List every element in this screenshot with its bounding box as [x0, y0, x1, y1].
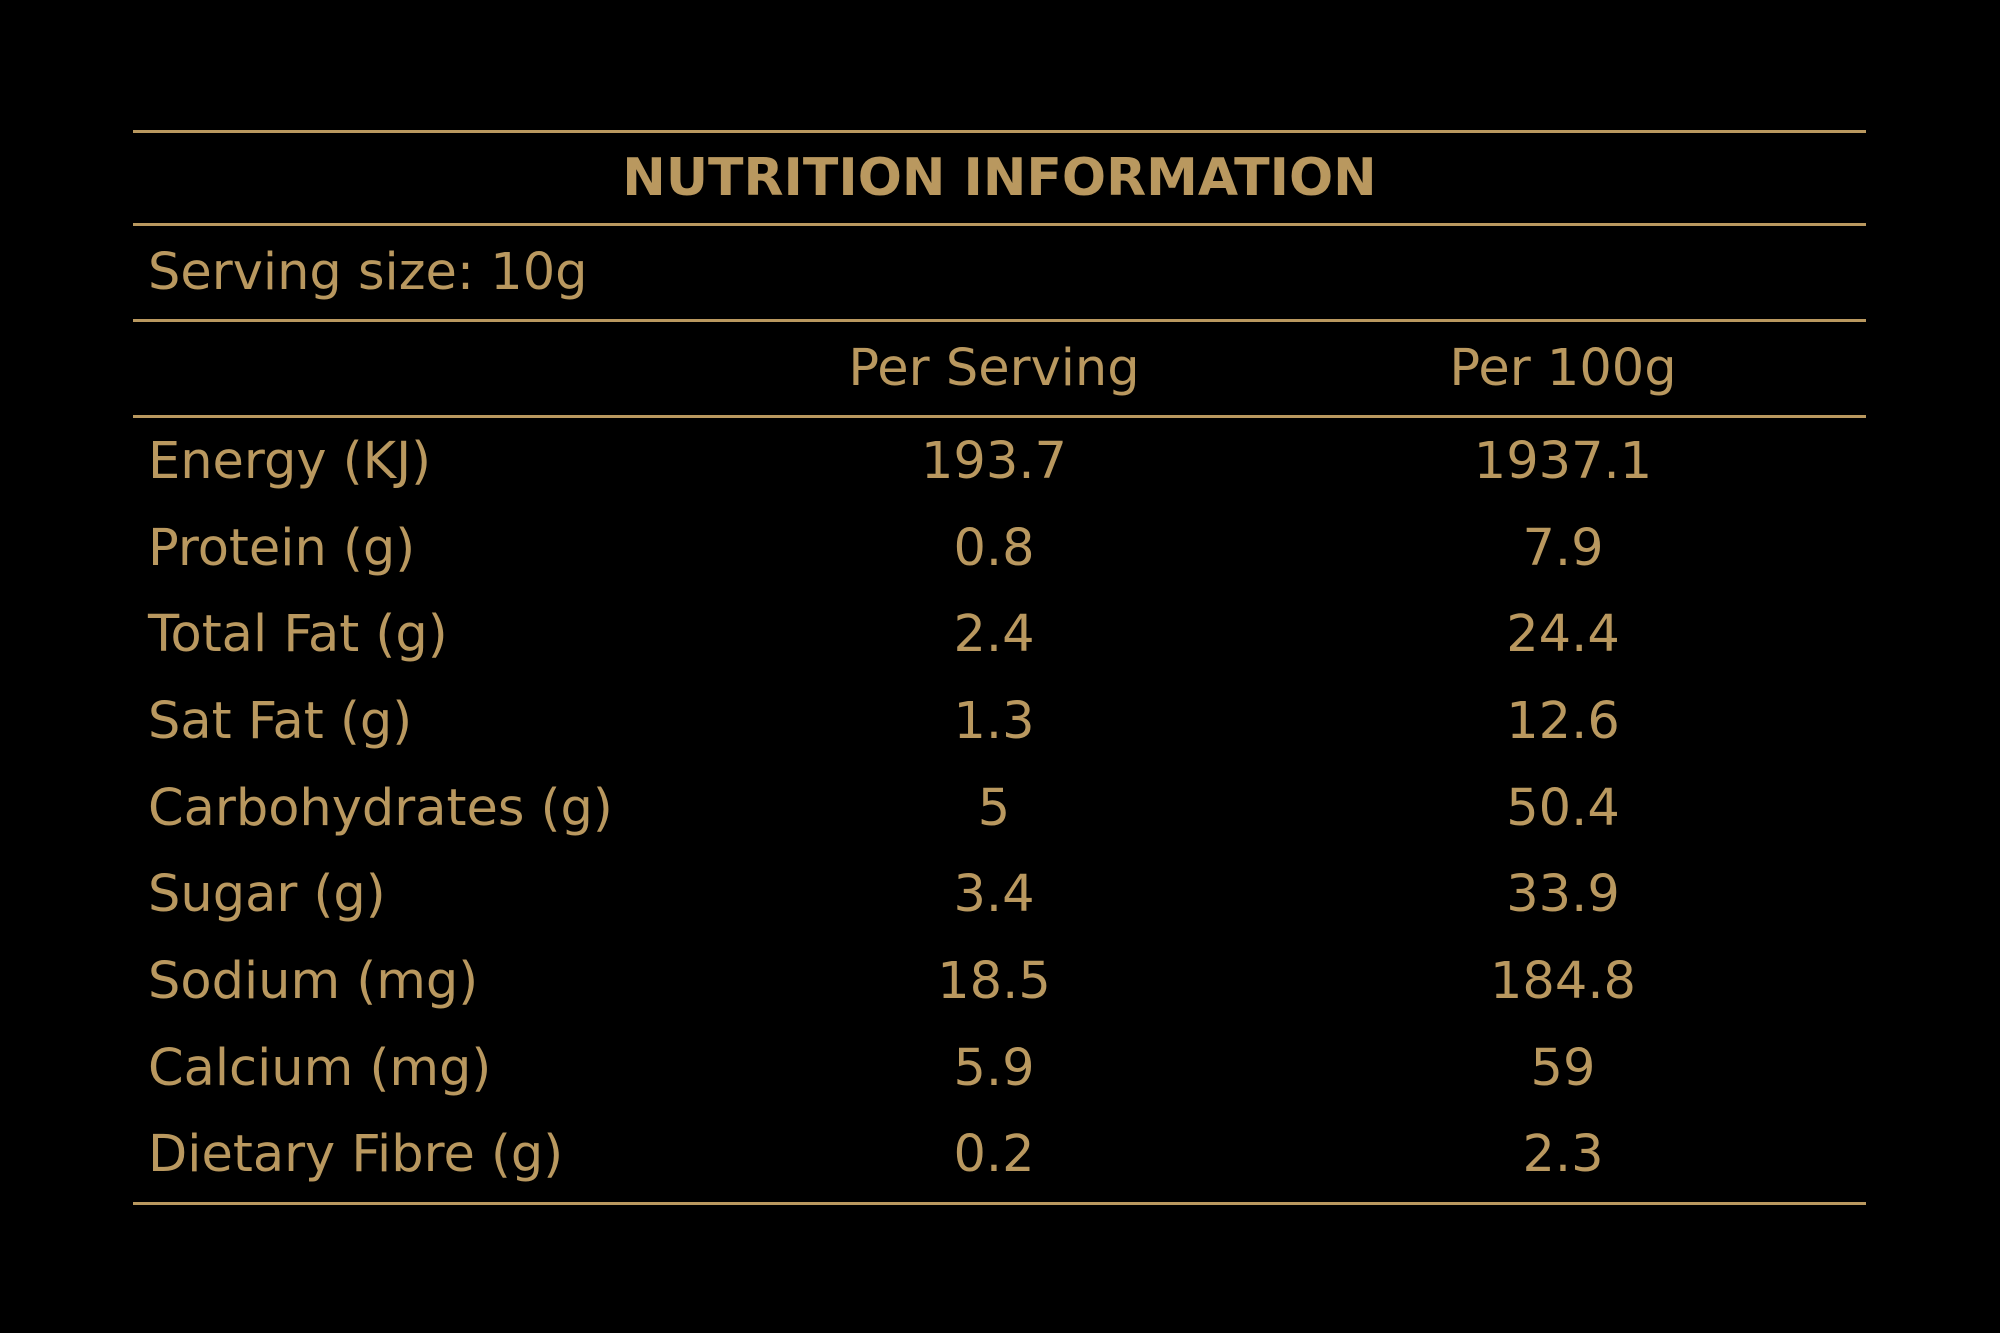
table-row: Sodium (mg) 18.5 184.8: [133, 938, 1866, 1025]
table-row: Energy (KJ) 193.7 1937.1: [133, 418, 1866, 505]
per-100g-value: 33.9: [1506, 865, 1620, 925]
per-100g-value: 50.4: [1506, 778, 1620, 838]
nutrition-panel: NUTRITION INFORMATION Serving size: 10g …: [133, 130, 1866, 1206]
title-rule: [133, 223, 1866, 226]
serving-size: Serving size: 10g: [148, 243, 588, 302]
column-header-row: Per Serving Per 100g: [133, 322, 1866, 415]
nutrition-table-body: Energy (KJ) 193.7 1937.1 Protein (g) 0.8…: [133, 418, 1866, 1202]
nutrition-title: NUTRITION INFORMATION: [622, 148, 1377, 208]
per-100g-value: 24.4: [1506, 605, 1620, 665]
bottom-rule: [133, 1202, 1866, 1206]
per-serving-header: Per Serving: [848, 339, 1140, 398]
per-serving-value: 2.4: [953, 605, 1035, 665]
per-100g-value: 184.8: [1489, 951, 1636, 1011]
per-serving-value: 5: [977, 778, 1011, 838]
nutrient-label: Protein (g): [148, 518, 416, 578]
per-100g-value: 2.3: [1522, 1125, 1604, 1185]
nutrient-label: Energy (KJ): [148, 431, 432, 491]
nutrient-label: Calcium (mg): [148, 1038, 492, 1098]
top-rule: [133, 130, 1866, 133]
serving-rule: [133, 319, 1866, 322]
nutrient-label: Total Fat (g): [148, 605, 448, 665]
per-100g-value: 12.6: [1506, 691, 1620, 751]
per-serving-value: 193.7: [920, 431, 1067, 491]
nutrient-label: Dietary Fibre (g): [148, 1125, 564, 1185]
nutrient-label: Sodium (mg): [148, 951, 479, 1011]
per-100g-value: 7.9: [1522, 518, 1604, 578]
table-row: Protein (g) 0.8 7.9: [133, 505, 1866, 592]
table-row: Calcium (mg) 5.9 59: [133, 1025, 1866, 1112]
table-row: Sugar (g) 3.4 33.9: [133, 851, 1866, 938]
table-row: Sat Fat (g) 1.3 12.6: [133, 678, 1866, 765]
per-serving-value: 18.5: [937, 951, 1051, 1011]
header-rule: [133, 415, 1866, 418]
nutrient-label: Sat Fat (g): [148, 691, 413, 751]
per-100g-header: Per 100g: [1449, 339, 1677, 398]
table-row: Dietary Fibre (g) 0.2 2.3: [133, 1112, 1866, 1199]
table-row: Carbohydrates (g) 5 50.4: [133, 765, 1866, 852]
per-serving-value: 0.2: [953, 1125, 1035, 1185]
per-serving-value: 5.9: [953, 1038, 1035, 1098]
per-serving-value: 1.3: [953, 691, 1035, 751]
per-100g-value: 59: [1530, 1038, 1596, 1098]
table-row: Total Fat (g) 2.4 24.4: [133, 591, 1866, 678]
nutrient-label: Sugar (g): [148, 865, 386, 925]
per-serving-value: 0.8: [953, 518, 1035, 578]
nutrient-label: Carbohydrates (g): [148, 778, 613, 838]
per-100g-value: 1937.1: [1473, 431, 1653, 491]
per-serving-value: 3.4: [953, 865, 1035, 925]
